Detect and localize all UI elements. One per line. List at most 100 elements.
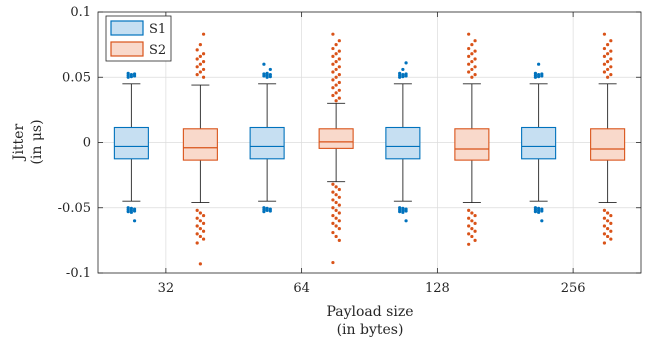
outlier-point: [132, 72, 137, 76]
x-tick-label: 64: [293, 281, 310, 296]
outlier-point: [606, 227, 610, 231]
outlier-point: [268, 209, 272, 213]
outlier-point: [331, 190, 335, 194]
outlier-point: [540, 72, 544, 76]
outlier-point: [195, 232, 199, 236]
outlier-point: [467, 62, 471, 66]
outlier-point: [334, 224, 338, 228]
iqr-box: [113, 126, 149, 160]
outlier-point: [473, 57, 477, 61]
legend: S1 S2: [105, 15, 172, 62]
outlier-point: [337, 88, 341, 92]
outlier-point: [609, 65, 613, 69]
box-s2-64: [318, 32, 354, 265]
box-s2-256: [590, 32, 626, 245]
outlier-point: [331, 62, 335, 66]
outlier-point: [331, 206, 335, 210]
outlier-point: [337, 96, 341, 100]
x-tick-label: 128: [425, 281, 450, 296]
outlier-point: [337, 39, 341, 43]
outlier-point: [334, 67, 338, 72]
box-s1-256: [521, 62, 557, 223]
outlier-point: [337, 227, 341, 231]
outlier-point: [398, 210, 402, 214]
legend-label-s2: S2: [149, 43, 166, 58]
outlier-point: [606, 219, 610, 223]
legend-swatch-s1: [110, 20, 144, 36]
outlier-point: [331, 70, 335, 74]
outlier-point: [533, 71, 538, 75]
outlier-point: [198, 234, 202, 239]
outlier-point: [602, 232, 607, 236]
outlier-point: [473, 65, 477, 69]
outlier-point: [132, 219, 137, 223]
outlier-point: [467, 54, 471, 58]
outlier-point: [331, 221, 335, 226]
outlier-point: [609, 221, 613, 226]
outlier-point: [470, 227, 474, 231]
outlier-point: [334, 83, 338, 87]
outlier-point: [606, 67, 610, 72]
outlier-point: [602, 70, 607, 74]
outlier-point: [602, 241, 607, 245]
outlier-point: [602, 32, 607, 36]
outlier-point: [337, 219, 341, 223]
outlier-point: [606, 234, 610, 239]
outlier-point: [609, 73, 613, 77]
outlier-point: [337, 203, 341, 207]
outlier-point: [470, 234, 474, 239]
outlier-point: [198, 70, 202, 74]
outlier-point: [404, 72, 408, 76]
outlier-point: [337, 80, 341, 85]
box-s2-128: [454, 32, 490, 246]
outlier-point: [331, 213, 335, 218]
outlier-point: [337, 211, 341, 215]
outlier-point: [337, 195, 341, 199]
outlier-point: [404, 209, 408, 213]
outlier-point: [198, 62, 202, 66]
outlier-point: [334, 193, 338, 197]
outlier-point: [262, 62, 266, 66]
outlier-point: [201, 75, 206, 79]
outlier-point: [195, 241, 199, 245]
outlier-point: [467, 242, 471, 246]
outlier-point: [606, 52, 610, 56]
outlier-point: [331, 54, 335, 58]
outlier-point: [533, 210, 538, 214]
legend-label-s1: S1: [149, 22, 166, 37]
box-plots: [113, 32, 626, 266]
y-tick-label: -0.05: [58, 201, 91, 216]
iqr-box: [182, 128, 218, 161]
outlier-point: [198, 219, 202, 223]
y-axis-label-line1: Jitter: [11, 124, 27, 163]
outlier-point: [198, 262, 202, 266]
outlier-point: [337, 49, 341, 53]
outlier-point: [334, 43, 338, 47]
outlier-point: [470, 59, 474, 64]
outlier-point: [334, 185, 338, 189]
outlier-point: [470, 52, 474, 56]
y-tick-label: 0: [83, 136, 91, 151]
outlier-point: [606, 43, 610, 47]
outlier-point: [201, 237, 206, 241]
outlier-point: [331, 182, 335, 186]
x-tick-label: 32: [158, 281, 175, 296]
outlier-point: [398, 71, 402, 75]
outlier-point: [606, 59, 610, 64]
outlier-point: [331, 230, 335, 235]
outlier-point: [470, 43, 474, 47]
box-s1-64: [249, 62, 285, 214]
outlier-point: [537, 62, 541, 66]
outlier-point: [268, 73, 272, 77]
grid: [98, 11, 641, 274]
outlier-point: [473, 73, 477, 77]
outlier-point: [195, 48, 199, 52]
outlier-point: [470, 219, 474, 223]
outlier-point: [537, 210, 541, 214]
iqr-box: [385, 126, 421, 160]
x-tick-label: 256: [561, 281, 586, 296]
outlier-point: [331, 78, 335, 82]
outlier-point: [602, 62, 607, 66]
outlier-point: [467, 216, 471, 220]
